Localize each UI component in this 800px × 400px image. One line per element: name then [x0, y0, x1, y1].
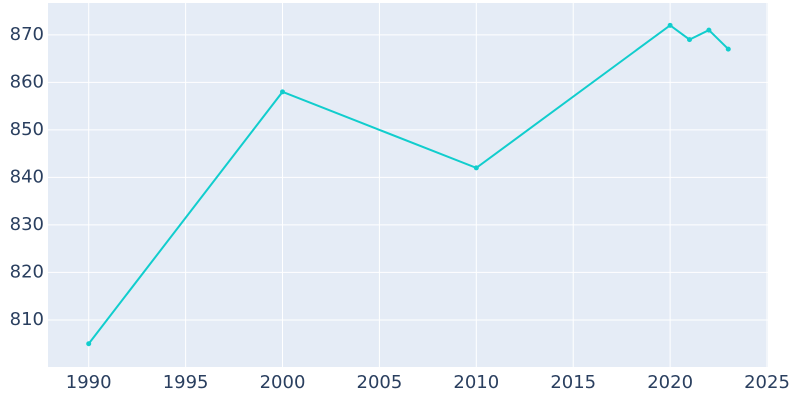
x-tick-label: 2015	[550, 372, 596, 393]
y-tick-label: 850	[10, 119, 44, 140]
x-tick-label: 1990	[66, 372, 112, 393]
point	[86, 341, 92, 347]
y-tick-label: 820	[10, 261, 44, 282]
point	[667, 22, 673, 28]
x-tick-label: 2025	[744, 372, 790, 393]
point	[725, 46, 731, 52]
point	[706, 27, 712, 33]
point	[473, 165, 479, 171]
y-tick-label: 830	[10, 214, 44, 235]
x-tick-label: 1995	[163, 372, 209, 393]
y-tick-label: 840	[10, 166, 44, 187]
y-tick-label: 870	[10, 24, 44, 45]
x-tick-label: 2005	[357, 372, 403, 393]
point	[280, 89, 286, 95]
y-tick-label: 810	[10, 309, 44, 330]
y-tick-label: 860	[10, 71, 44, 92]
x-tick-label: 2010	[453, 372, 499, 393]
point	[687, 37, 693, 43]
x-tick-label: 2020	[647, 372, 693, 393]
plot-area	[48, 3, 768, 367]
x-tick-label: 2000	[260, 372, 306, 393]
